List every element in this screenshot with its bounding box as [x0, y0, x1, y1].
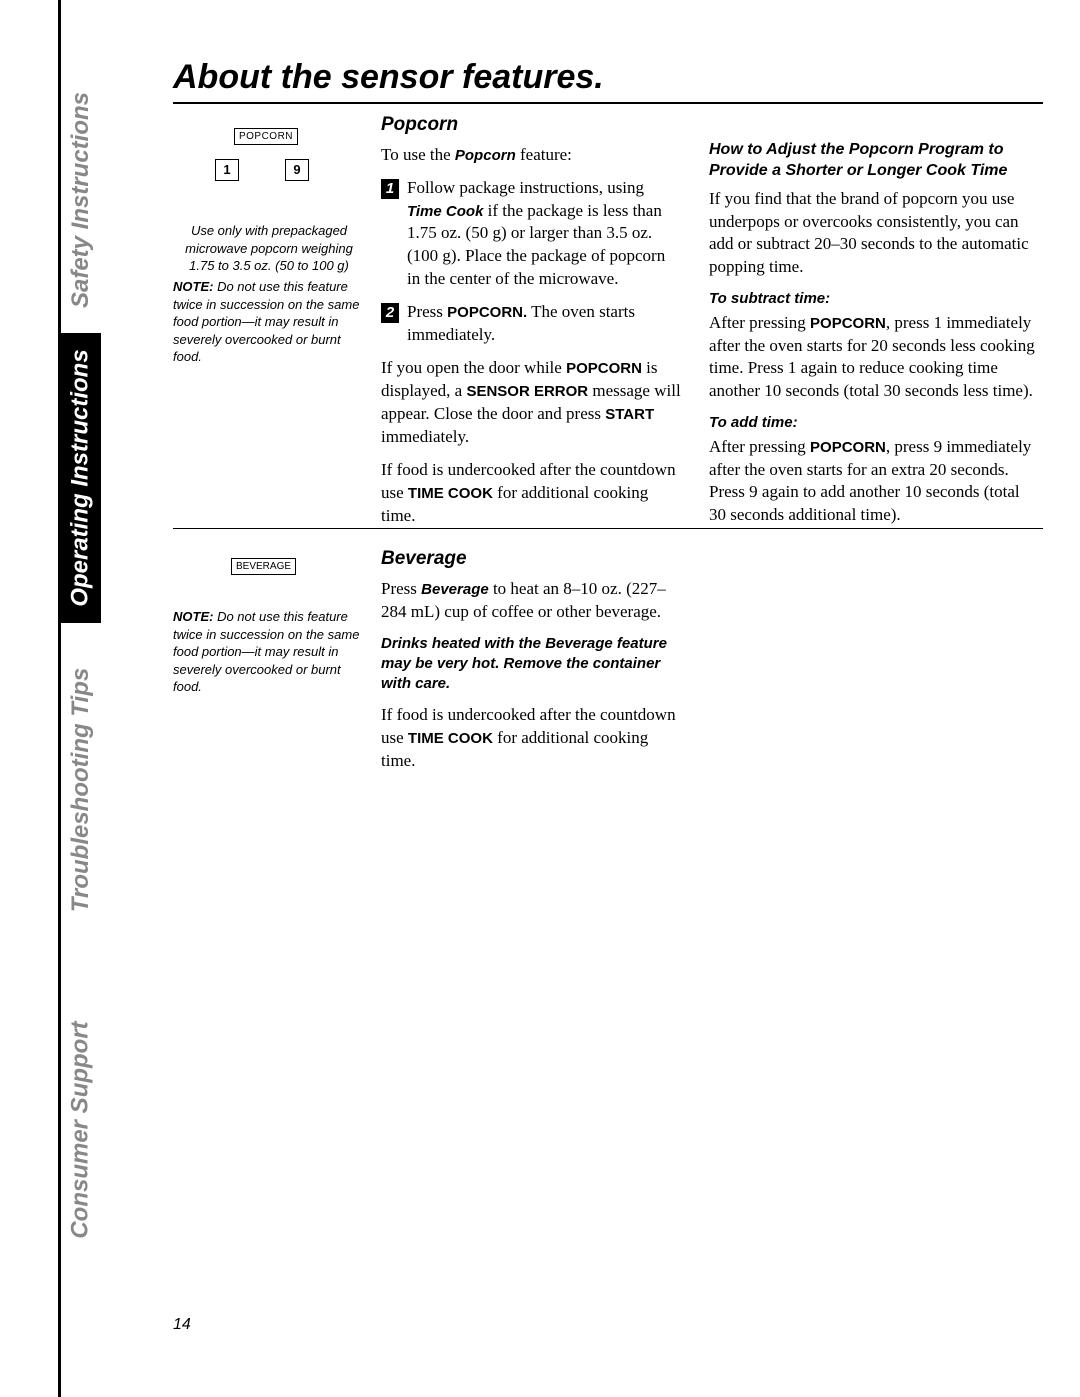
- beverage-heading: Beverage: [381, 546, 681, 572]
- popcorn-button-diagram: POPCORN 1 9: [211, 126, 321, 181]
- step-number-2: 2: [381, 303, 399, 323]
- popcorn-step-2-text: Press POPCORN. The oven starts immediate…: [407, 301, 681, 347]
- page-border: Safety Instructions Operating Instructio…: [58, 0, 1080, 1397]
- page-title: About the sensor features.: [173, 58, 604, 97]
- popcorn-caption: Use only with prepackaged microwave popc…: [179, 222, 359, 275]
- popcorn-section: Popcorn To use the Popcorn feature: 1 Fo…: [381, 112, 681, 538]
- popcorn-door-note: If you open the door while POPCORN is di…: [381, 357, 681, 449]
- beverage-note-label: NOTE:: [173, 609, 213, 624]
- adjust-section: How to Adjust the Popcorn Program to Pro…: [709, 140, 1039, 537]
- tab-safety-label: Safety Instructions: [67, 92, 95, 308]
- tab-troubleshooting: Troubleshooting Tips: [61, 650, 101, 930]
- divider-middle: [173, 528, 1043, 529]
- keypad-1-icon: 1: [215, 159, 239, 181]
- beverage-button-diagram: BEVERAGE: [231, 556, 296, 575]
- divider-top: [173, 102, 1043, 104]
- beverage-button-icon: BEVERAGE: [231, 558, 296, 575]
- keypad-9-icon: 9: [285, 159, 309, 181]
- tab-operating-label: Operating Instructions: [67, 349, 95, 606]
- tab-safety: Safety Instructions: [61, 70, 101, 330]
- popcorn-note: NOTE: Do not use this feature twice in s…: [173, 278, 363, 366]
- page-number: 14: [173, 1316, 191, 1334]
- popcorn-note-label: NOTE:: [173, 279, 213, 294]
- popcorn-step-1: 1 Follow package instructions, using Tim…: [381, 177, 681, 292]
- beverage-intro: Press Beverage to heat an 8–10 oz. (227–…: [381, 578, 681, 624]
- tab-consumer-label: Consumer Support: [67, 1021, 95, 1238]
- add-text: After pressing POPCORN, press 9 immediat…: [709, 436, 1039, 528]
- popcorn-step-1-text: Follow package instructions, using Time …: [407, 177, 681, 292]
- tab-consumer: Consumer Support: [61, 1000, 101, 1260]
- popcorn-button-icon: POPCORN: [234, 128, 298, 145]
- step-number-1: 1: [381, 179, 399, 199]
- popcorn-heading: Popcorn: [381, 112, 681, 138]
- tab-troubleshooting-label: Troubleshooting Tips: [67, 668, 95, 912]
- subtract-text: After pressing POPCORN, press 1 immediat…: [709, 312, 1039, 404]
- subtract-heading: To subtract time:: [709, 289, 1039, 309]
- add-heading: To add time:: [709, 413, 1039, 433]
- beverage-section: Beverage Press Beverage to heat an 8–10 …: [381, 546, 681, 783]
- popcorn-intro: To use the Popcorn feature:: [381, 144, 681, 167]
- beverage-warning: Drinks heated with the Beverage feature …: [381, 634, 681, 695]
- tab-operating: Operating Instructions: [61, 333, 101, 623]
- sidebar-tabs: Safety Instructions Operating Instructio…: [61, 0, 101, 1397]
- beverage-undercooked-note: If food is undercooked after the countdo…: [381, 704, 681, 773]
- beverage-note: NOTE: Do not use this feature twice in s…: [173, 608, 363, 696]
- adjust-heading: How to Adjust the Popcorn Program to Pro…: [709, 140, 1039, 182]
- popcorn-step-2: 2 Press POPCORN. The oven starts immedia…: [381, 301, 681, 347]
- popcorn-undercooked-note: If food is undercooked after the countdo…: [381, 459, 681, 528]
- adjust-intro: If you find that the brand of popcorn yo…: [709, 188, 1039, 280]
